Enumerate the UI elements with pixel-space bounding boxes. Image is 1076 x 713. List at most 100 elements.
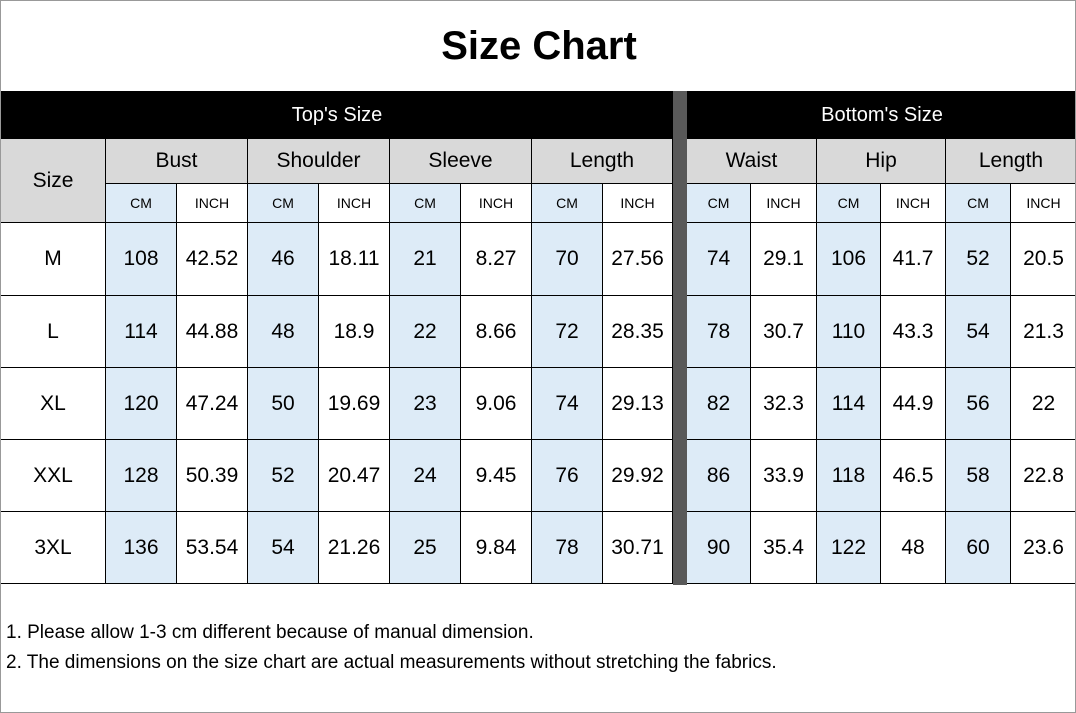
size-cell: M [1,223,106,296]
value-cell: 42.52 [177,223,248,296]
value-cell: 29.1 [751,223,817,296]
value-cell: 47.24 [177,368,248,440]
value-cell: 30.71 [603,512,673,584]
value-cell: 18.11 [319,223,390,296]
value-cell: 18.9 [319,296,390,368]
value-cell: 136 [106,512,177,584]
value-cell: 72 [532,296,603,368]
column-header: Shoulder [248,139,390,184]
note: 1. Please allow 1-3 cm different because… [6,622,534,643]
unit-header: INCH [319,184,390,223]
column-header: Sleeve [390,139,532,184]
unit-header: INCH [177,184,248,223]
column-header: Waist [687,139,817,184]
value-cell: 21 [390,223,461,296]
value-cell: 8.27 [461,223,532,296]
title: Size Chart [441,23,637,68]
value-cell: 52 [248,440,319,512]
value-cell: 44.88 [177,296,248,368]
value-cell: 44.9 [881,368,946,440]
unit-header: INCH [751,184,817,223]
value-cell: 28.35 [603,296,673,368]
value-cell: 9.45 [461,440,532,512]
size-header: Size [1,139,106,223]
value-cell: 30.7 [751,296,817,368]
group-header: Bottom's Size [687,91,1075,139]
value-cell: 86 [687,440,751,512]
value-cell: 52 [946,223,1011,296]
value-cell: 128 [106,440,177,512]
value-cell: 22 [390,296,461,368]
value-cell: 19.69 [319,368,390,440]
value-cell: 78 [687,296,751,368]
column-header: Bust [106,139,248,184]
size-cell: XL [1,368,106,440]
value-cell: 114 [817,368,881,440]
value-cell: 53.54 [177,512,248,584]
value-cell: 50.39 [177,440,248,512]
value-cell: 27.56 [603,223,673,296]
unit-header: INCH [603,184,673,223]
column-header: Length [532,139,673,184]
value-cell: 76 [532,440,603,512]
value-cell: 78 [532,512,603,584]
value-cell: 21.3 [1011,296,1075,368]
unit-header: INCH [461,184,532,223]
value-cell: 24 [390,440,461,512]
value-cell: 48 [881,512,946,584]
value-cell: 23.6 [1011,512,1075,584]
value-cell: 8.66 [461,296,532,368]
value-cell: 122 [817,512,881,584]
value-cell: 25 [390,512,461,584]
value-cell: 106 [817,223,881,296]
value-cell: 46.5 [881,440,946,512]
size-cell: L [1,296,106,368]
unit-header: CM [817,184,881,223]
value-cell: 70 [532,223,603,296]
unit-header: INCH [881,184,946,223]
unit-header: CM [532,184,603,223]
value-cell: 29.92 [603,440,673,512]
value-cell: 120 [106,368,177,440]
value-cell: 56 [946,368,1011,440]
column-header: Hip [817,139,946,184]
value-cell: 33.9 [751,440,817,512]
size-cell: XXL [1,440,106,512]
value-cell: 82 [687,368,751,440]
value-cell: 46 [248,223,319,296]
value-cell: 74 [532,368,603,440]
value-cell: 9.84 [461,512,532,584]
unit-header: INCH [1011,184,1075,223]
value-cell: 54 [248,512,319,584]
note: 2. The dimensions on the size chart are … [6,652,777,673]
unit-header: CM [687,184,751,223]
value-cell: 22 [1011,368,1075,440]
value-cell: 32.3 [751,368,817,440]
value-cell: 108 [106,223,177,296]
unit-header: CM [946,184,1011,223]
value-cell: 114 [106,296,177,368]
value-cell: 21.26 [319,512,390,584]
value-cell: 35.4 [751,512,817,584]
unit-header: CM [390,184,461,223]
value-cell: 118 [817,440,881,512]
unit-header: CM [106,184,177,223]
value-cell: 9.06 [461,368,532,440]
value-cell: 74 [687,223,751,296]
value-cell: 22.8 [1011,440,1075,512]
value-cell: 29.13 [603,368,673,440]
size-cell: 3XL [1,512,106,584]
value-cell: 60 [946,512,1011,584]
value-cell: 41.7 [881,223,946,296]
unit-header: CM [248,184,319,223]
divider [673,91,687,585]
value-cell: 110 [817,296,881,368]
value-cell: 90 [687,512,751,584]
value-cell: 48 [248,296,319,368]
value-cell: 20.5 [1011,223,1075,296]
value-cell: 58 [946,440,1011,512]
value-cell: 20.47 [319,440,390,512]
group-header: Top's Size [1,91,673,139]
column-header: Length [946,139,1075,184]
